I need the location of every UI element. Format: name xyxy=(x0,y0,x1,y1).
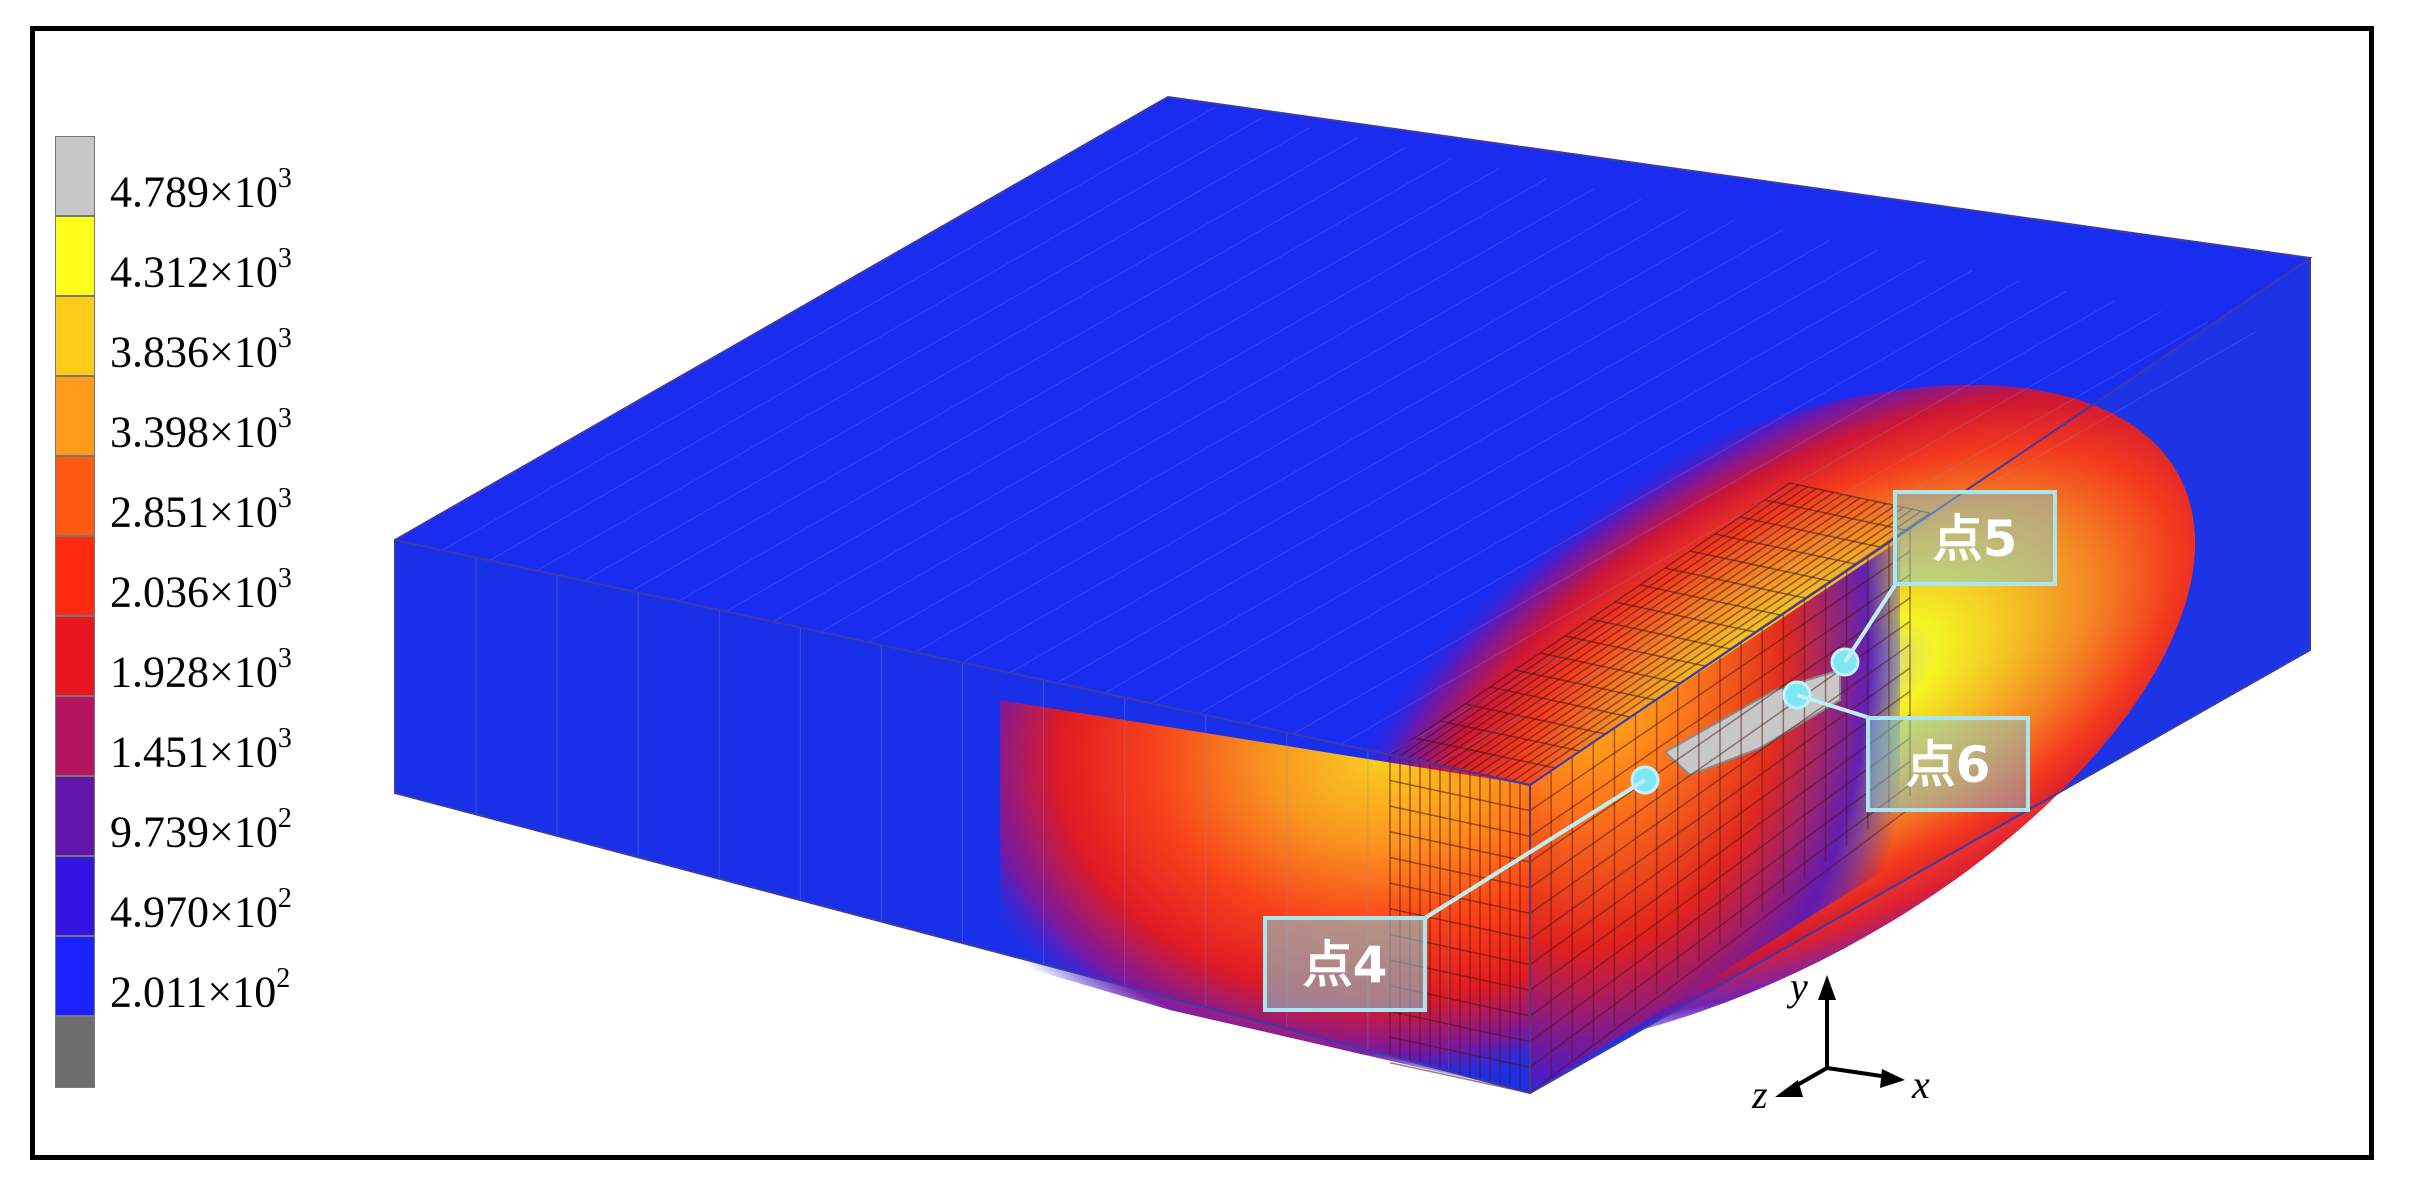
mesh-line xyxy=(1529,574,1911,837)
mesh-line xyxy=(1389,779,1531,812)
mesh-line xyxy=(1529,737,1911,1017)
legend-label: 1.928×103 xyxy=(110,643,292,697)
legend-swatch xyxy=(55,856,95,936)
mesh-line xyxy=(1739,516,1881,548)
legend-label: 9.739×102 xyxy=(110,803,292,857)
legend-swatch xyxy=(55,696,95,776)
mesh-line xyxy=(1293,290,2067,735)
plate-top-face xyxy=(395,97,2310,785)
legend-swatch xyxy=(55,296,95,376)
mesh-line xyxy=(1529,667,1911,940)
legend-swatch xyxy=(55,136,95,216)
legend-swatch-bottom xyxy=(55,1016,95,1088)
mesh-line xyxy=(1414,737,1556,769)
mesh-line xyxy=(1056,239,1831,684)
mesh-line xyxy=(1664,567,1806,599)
mesh-line xyxy=(1614,601,1756,633)
mesh-line xyxy=(1151,259,1925,704)
mesh-line xyxy=(631,147,1405,592)
mesh-line xyxy=(1529,550,1911,812)
leader-point-6 xyxy=(1796,693,1871,720)
legend-swatch xyxy=(55,776,95,856)
leader-point-4 xyxy=(1423,778,1647,920)
mesh-line xyxy=(1198,270,1973,714)
mesh-line xyxy=(1489,686,1631,718)
mesh-line xyxy=(1529,690,1911,966)
mesh-line xyxy=(1389,1062,1531,1094)
mesh-line xyxy=(1104,249,1878,694)
mesh-line xyxy=(1529,597,1911,863)
callout-point-4: 点4 xyxy=(1263,916,1427,1012)
callout-point-4-label: 点4 xyxy=(1303,936,1388,994)
mesh-line xyxy=(1514,669,1656,701)
mesh-line xyxy=(1539,652,1681,684)
mesh-line xyxy=(1529,807,1911,1094)
legend-swatch xyxy=(55,216,95,296)
mesh-line xyxy=(1387,310,2162,755)
callout-point-5-label: 点5 xyxy=(1933,510,2018,568)
mesh-line xyxy=(1564,635,1706,667)
legend-swatch xyxy=(55,456,95,536)
legend-label: 3.836×103 xyxy=(110,323,292,377)
legend-swatch xyxy=(55,936,95,1016)
mesh-line xyxy=(1009,229,1784,674)
mesh-line xyxy=(867,198,1642,643)
mesh-line xyxy=(1714,533,1856,565)
mesh-line xyxy=(1529,714,1911,991)
mesh-line xyxy=(820,188,1594,633)
mesh-line xyxy=(489,116,1263,561)
mesh-line xyxy=(725,168,1500,612)
mesh-line xyxy=(1482,331,2256,776)
legend-swatch xyxy=(55,616,95,696)
mesh-line xyxy=(1529,760,1911,1043)
callout-point-5: 点5 xyxy=(1893,490,2057,586)
mesh-line xyxy=(1439,720,1581,752)
legend-label: 2.011×102 xyxy=(110,963,291,1017)
axis-y-label: y xyxy=(1786,964,1808,1009)
legend-label: 4.789×103 xyxy=(110,163,292,217)
mesh-line xyxy=(1340,300,2115,745)
mesh-line xyxy=(1589,618,1731,650)
mesh-line xyxy=(1764,499,1906,531)
mesh-line xyxy=(1389,831,1531,863)
mesh-line xyxy=(1246,280,2020,725)
callout-point-6: 点6 xyxy=(1866,716,2030,812)
legend-label: 2.851×103 xyxy=(110,483,292,537)
mesh-line xyxy=(1529,784,1911,1068)
axis-z-label: z xyxy=(1751,1072,1768,1117)
mesh-line xyxy=(1689,550,1831,582)
mesh-line xyxy=(442,106,1216,551)
mesh-line xyxy=(678,157,1452,602)
mesh-line xyxy=(1389,1010,1531,1043)
legend-label: 2.036×103 xyxy=(110,563,292,617)
mesh-line xyxy=(1389,1036,1531,1069)
color-legend: 4.789×103 4.312×103 3.836×103 3.398×103 2.85… xyxy=(55,136,395,1088)
legend-swatch xyxy=(55,376,95,456)
legend-label: 1.451×103 xyxy=(110,723,292,777)
mesh-line xyxy=(1389,805,1531,838)
mesh-line xyxy=(1389,908,1531,940)
legend-label: 3.398×103 xyxy=(110,403,292,457)
callout-point-6-label: 点6 xyxy=(1906,736,1991,794)
mesh-line xyxy=(1789,482,1931,514)
axis-triad: y x z xyxy=(1751,964,1930,1117)
mesh-line xyxy=(773,178,1547,623)
mesh-line xyxy=(1529,644,1911,914)
plate-outline xyxy=(394,95,2313,1095)
mesh-line xyxy=(583,137,1358,582)
mesh-line xyxy=(914,208,1689,653)
axis-x-label: x xyxy=(1911,1062,1930,1107)
mesh-line xyxy=(536,127,1311,572)
legend-label: 4.312×103 xyxy=(110,243,292,297)
heat-zone-side xyxy=(1530,540,1900,1093)
mesh-line xyxy=(1389,856,1531,889)
legend-label: 4.970×102 xyxy=(110,883,292,937)
mesh-line xyxy=(962,219,1736,663)
mesh-line xyxy=(1435,321,2209,766)
mesh-line xyxy=(1464,703,1606,735)
leader-point-5 xyxy=(1843,583,1897,664)
legend-swatch xyxy=(55,536,95,616)
mesh-line xyxy=(1639,584,1781,616)
